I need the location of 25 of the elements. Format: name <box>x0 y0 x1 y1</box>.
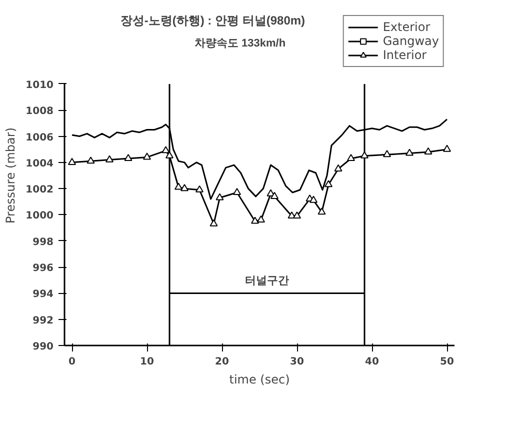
annotation: 터널구간 <box>245 275 289 288</box>
x-axis-title: time (sec) <box>229 372 290 386</box>
legend-label: Gangway <box>382 34 439 48</box>
x-tick-label: 50 <box>440 356 454 368</box>
chart-subtitle: 차량속도 133km/h <box>194 38 286 50</box>
legend-label: Interior <box>382 48 427 62</box>
y-tick-label: 1008 <box>26 106 54 118</box>
y-tick-label: 1002 <box>26 184 54 196</box>
x-tick-label: 0 <box>68 356 76 368</box>
chart-title: 장성-노령(하행) : 안평 터널(980m) <box>120 14 306 28</box>
y-tick-label: 1010 <box>26 80 54 91</box>
y-tick-label: 1004 <box>26 158 54 170</box>
x-tick-label: 10 <box>140 356 154 368</box>
y-axis-title: Pressure (mbar) <box>4 127 18 224</box>
x-tick-label: 40 <box>365 356 379 368</box>
x-tick-label: 30 <box>290 356 304 368</box>
y-tick-label: 1006 <box>26 132 54 144</box>
y-tick-label: 998 <box>32 236 54 248</box>
y-tick-label: 990 <box>32 342 54 352</box>
y-tick-label: 994 <box>32 289 54 300</box>
legend-label: Exterior <box>382 20 430 34</box>
y-tick-label: 992 <box>32 315 54 326</box>
x-tick-label: 20 <box>215 356 229 368</box>
y-tick-label: 996 <box>32 263 54 274</box>
y-tick-label: 1000 <box>26 210 54 222</box>
